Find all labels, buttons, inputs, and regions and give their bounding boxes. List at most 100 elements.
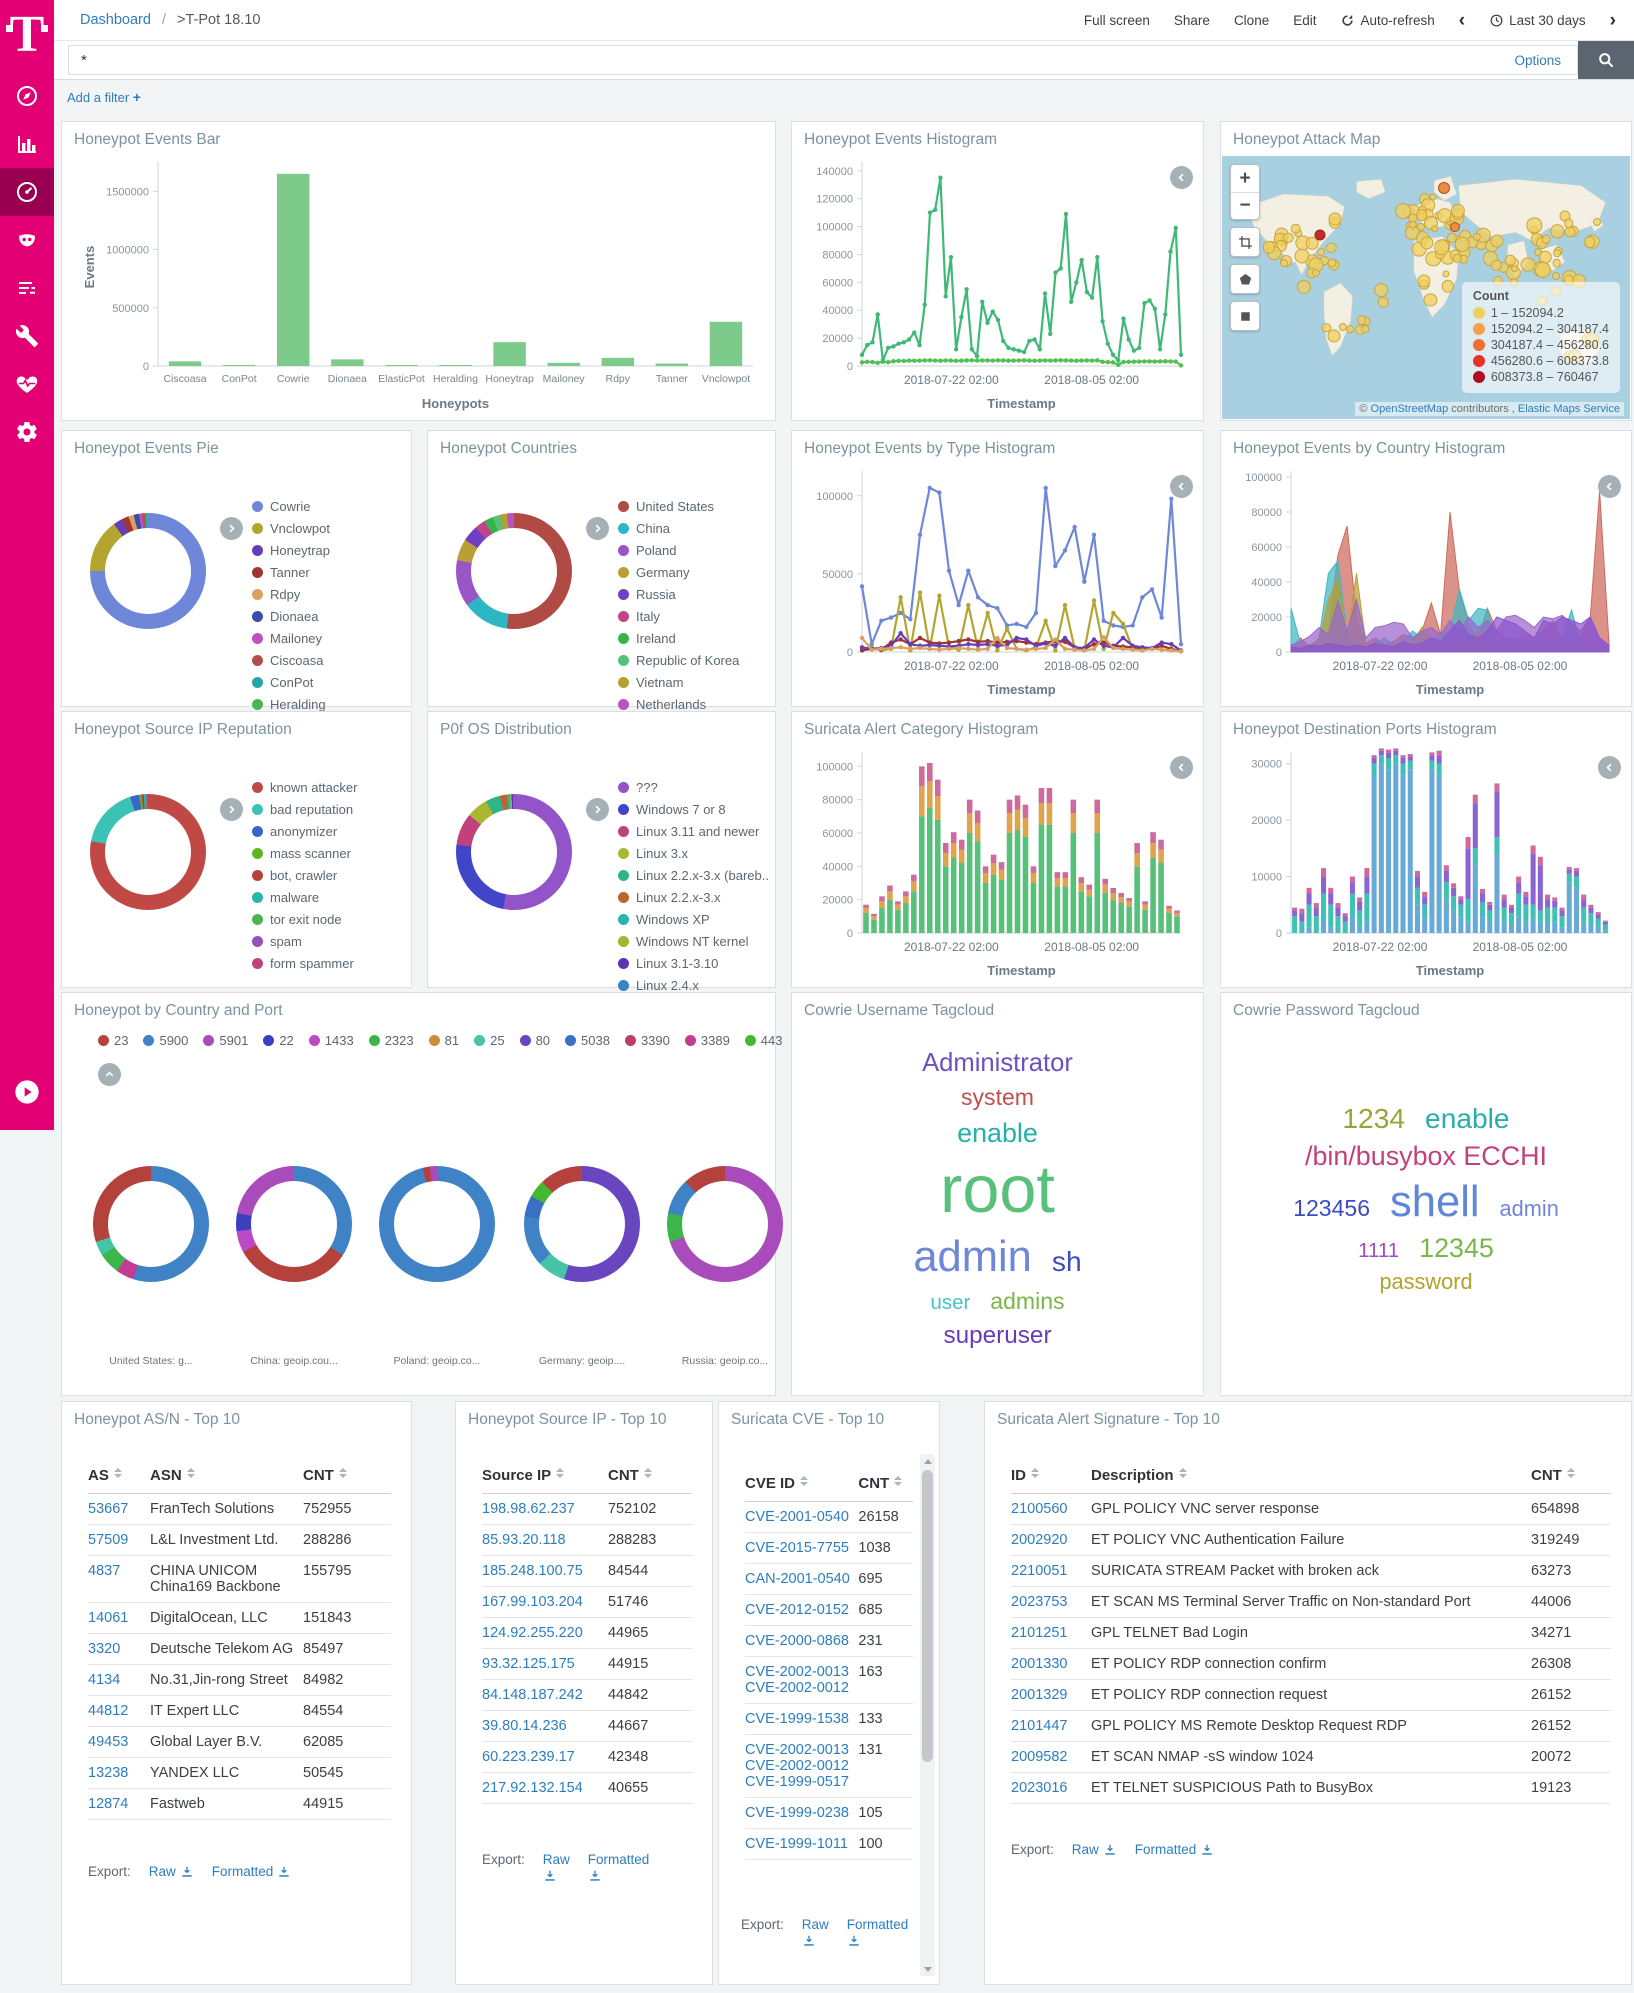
collapse-legend-icon[interactable]	[1170, 166, 1193, 189]
legend-item[interactable]: Germany	[618, 565, 769, 580]
column-header[interactable]: CNT	[1531, 1458, 1611, 1494]
column-header[interactable]: CNT	[607, 1458, 692, 1494]
legend-item[interactable]: Rdpy	[252, 587, 405, 602]
breadcrumb-dashboard-link[interactable]: Dashboard	[80, 12, 151, 28]
table-link[interactable]: 167.99.103.204	[482, 1586, 608, 1618]
table-link[interactable]: 4134	[88, 1664, 150, 1696]
table-link[interactable]: 2023753	[1011, 1586, 1091, 1618]
legend-item[interactable]: Poland	[618, 543, 769, 558]
export-formatted-link[interactable]: Formatted	[847, 1917, 908, 1948]
legend-item[interactable]: Vietnam	[618, 675, 769, 690]
zoom-in-button[interactable]: +	[1239, 167, 1251, 189]
legend-item[interactable]: Honeytrap	[252, 543, 405, 558]
legend-item[interactable]: Linux 2.2.x-3.x	[618, 890, 769, 905]
legend-item[interactable]: Linux 3.1-3.10	[618, 956, 769, 971]
column-header[interactable]: CNT	[303, 1458, 391, 1494]
germany-port-donut[interactable]	[524, 1166, 640, 1282]
table-link[interactable]: 57509	[88, 1524, 150, 1556]
legend-item[interactable]: Italy	[618, 609, 769, 624]
legend-item[interactable]: Linux 2.2.x-3.x (bareb...	[618, 868, 769, 883]
table-link[interactable]: 185.248.100.75	[482, 1555, 608, 1587]
legend-item[interactable]: Linux 2.4.x	[618, 978, 769, 993]
table-link[interactable]: 49453	[88, 1726, 150, 1758]
tagcloud-word[interactable]: password	[1379, 1269, 1473, 1295]
table-link[interactable]: 53667	[88, 1493, 150, 1525]
export-raw-link[interactable]: Raw	[149, 1864, 194, 1879]
legend-item[interactable]: 22	[263, 1033, 294, 1048]
scroll-up-arrow[interactable]	[920, 1454, 935, 1468]
expand-legend-icon[interactable]	[586, 798, 609, 821]
tagcloud-word[interactable]: shell	[1390, 1177, 1480, 1226]
expand-legend-icon[interactable]	[220, 517, 243, 540]
export-raw-link[interactable]: Raw	[1072, 1842, 1117, 1857]
legend-item[interactable]: Ire​land	[618, 631, 769, 646]
legend-item[interactable]: 5038	[565, 1033, 610, 1048]
legend-item[interactable]: Windows 7 or 8	[618, 802, 769, 817]
table-link[interactable]: 84.148.187.242	[482, 1679, 608, 1711]
table-link[interactable]: 217.92.132.154	[482, 1772, 608, 1804]
attack-map[interactable]: + − Count 1 – 152094.2 152094.2 – 304187.…	[1222, 156, 1630, 419]
scrollbar[interactable]	[920, 1454, 935, 1976]
legend-item[interactable]: anonymizer	[252, 824, 405, 839]
legend-item[interactable]: bot, crawler	[252, 868, 405, 883]
table-link[interactable]: 198.98.62.237	[482, 1493, 608, 1525]
legend-item[interactable]: tor exit node	[252, 912, 405, 927]
table-link[interactable]: 2210051	[1011, 1555, 1091, 1587]
sidebar-item-dashboard[interactable]	[0, 168, 54, 216]
collapse-legend-icon[interactable]	[98, 1063, 121, 1086]
legend-item[interactable]: Mailoney	[252, 631, 405, 646]
expand-legend-icon[interactable]	[220, 798, 243, 821]
column-header[interactable]: ID	[1011, 1458, 1091, 1494]
openstreetmap-link[interactable]: OpenStreetMap	[1370, 403, 1449, 415]
table-link[interactable]: 13238	[88, 1757, 150, 1789]
tagcloud-word[interactable]: 1111	[1358, 1239, 1400, 1263]
table-link[interactable]: 4837	[88, 1555, 150, 1603]
query-options-link[interactable]: Options	[1514, 52, 1561, 68]
tagcloud-word[interactable]: sh	[1051, 1245, 1082, 1277]
table-link[interactable]: 14061	[88, 1602, 150, 1634]
legend-item[interactable]: 23	[98, 1033, 128, 1048]
table-link[interactable]: 2101447	[1011, 1710, 1091, 1742]
legend-item[interactable]: Windows NT kernel	[618, 934, 769, 949]
table-link[interactable]: 2001329	[1011, 1679, 1091, 1711]
legend-item[interactable]: United States	[618, 499, 769, 514]
expand-legend-icon[interactable]	[586, 517, 609, 540]
sidebar-item-monitoring[interactable]	[0, 360, 54, 408]
share-button[interactable]: Share	[1173, 12, 1210, 28]
russia-port-donut[interactable]	[667, 1166, 783, 1282]
table-link[interactable]: 2002920	[1011, 1524, 1091, 1556]
table-link[interactable]: 2100560	[1011, 1493, 1091, 1525]
sidebar-item-visualize[interactable]	[0, 120, 54, 168]
table-link[interactable]: CVE-2002-0013 CVE-2002-0012	[745, 1656, 859, 1704]
table-link[interactable]: 60.223.239.17	[482, 1741, 608, 1773]
rectangle-tool-button[interactable]	[1230, 301, 1260, 331]
export-formatted-link[interactable]: Formatted	[588, 1852, 649, 1883]
tagcloud-word[interactable]: enable	[957, 1117, 1038, 1148]
export-formatted-link[interactable]: Formatted	[1135, 1842, 1215, 1857]
table-link[interactable]: CVE-1999-1011	[745, 1828, 859, 1860]
collapse-legend-icon[interactable]	[1170, 475, 1193, 498]
legend-item[interactable]: Russia	[618, 587, 769, 602]
legend-item[interactable]: Republic of Korea	[618, 653, 769, 668]
legend-item[interactable]: 80	[519, 1033, 550, 1048]
table-link[interactable]: 2101251	[1011, 1617, 1091, 1649]
export-raw-link[interactable]: Raw	[802, 1917, 829, 1948]
legend-item[interactable]: form spammer	[252, 956, 405, 971]
time-forward-button[interactable]: ›	[1609, 9, 1616, 31]
legend-item[interactable]: 3389	[684, 1033, 730, 1048]
table-link[interactable]: CVE-2001-0540	[745, 1501, 859, 1533]
column-header[interactable]: ASN	[150, 1458, 303, 1494]
tagcloud-word[interactable]: 123456	[1293, 1194, 1371, 1221]
clone-button[interactable]: Clone	[1233, 12, 1270, 28]
collapse-legend-icon[interactable]	[1170, 756, 1193, 779]
scrollbar-thumb[interactable]	[922, 1470, 933, 1763]
column-header[interactable]: CNT	[858, 1466, 913, 1502]
legend-item[interactable]: 5901	[203, 1033, 248, 1048]
tagcloud-word[interactable]: user	[930, 1291, 971, 1315]
legend-item[interactable]: 3390	[624, 1033, 670, 1048]
table-link[interactable]: 85.93.20.118	[482, 1524, 608, 1556]
legend-item[interactable]: known attacker	[252, 780, 405, 795]
collapse-legend-icon[interactable]	[1598, 475, 1621, 498]
table-link[interactable]: 93.32.125.175	[482, 1648, 608, 1680]
tagcloud-word[interactable]: /bin/busybox ECCHI	[1305, 1141, 1547, 1172]
